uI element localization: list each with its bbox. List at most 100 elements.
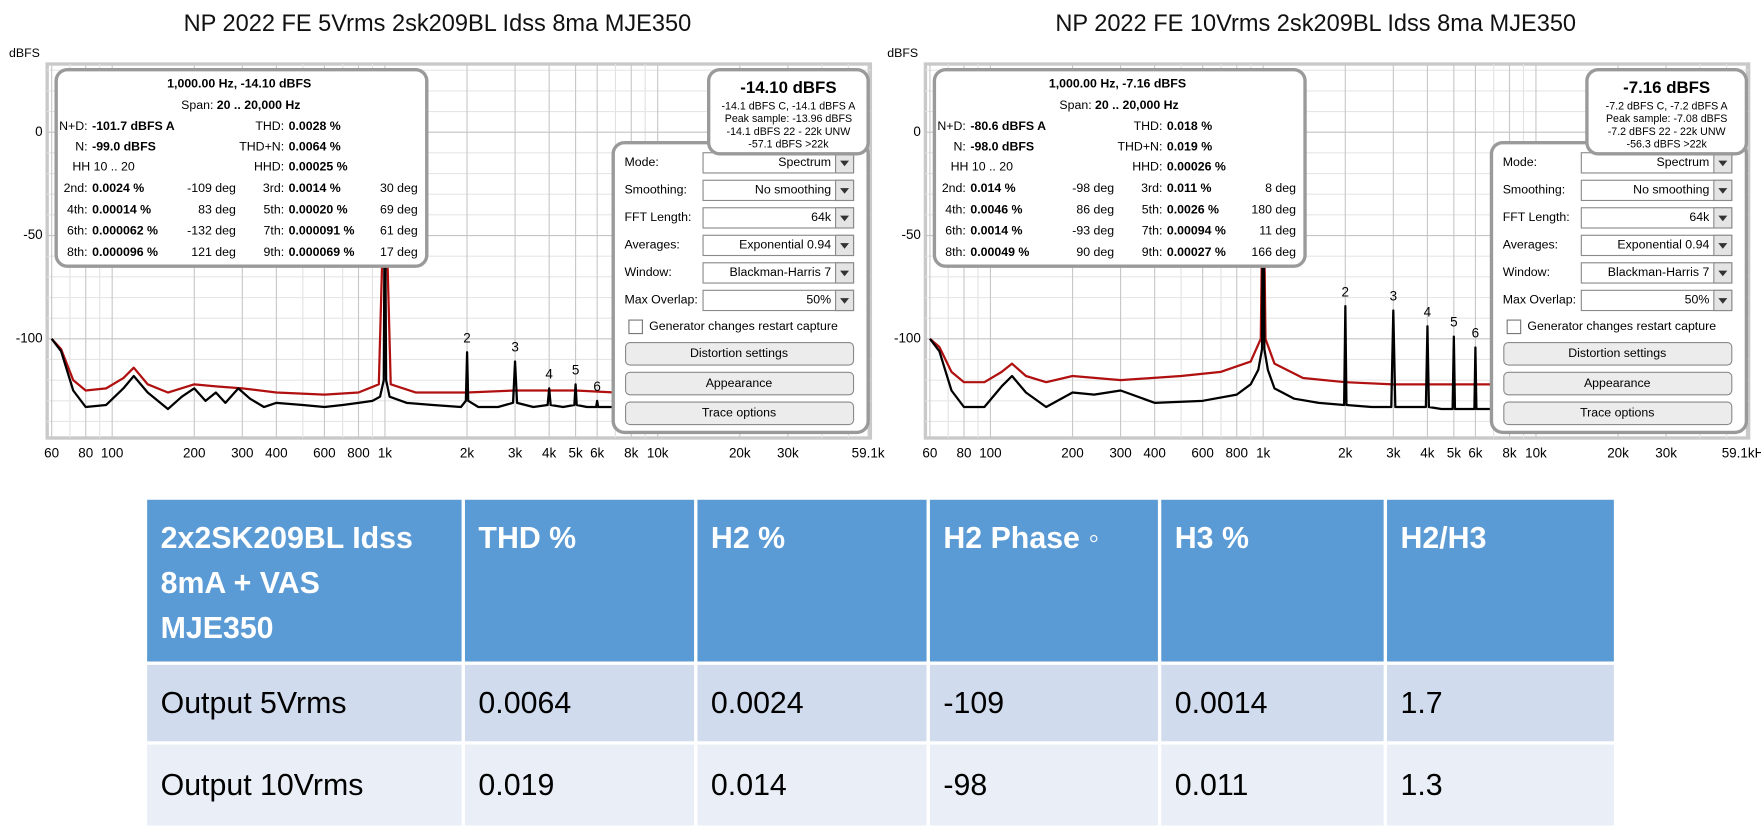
table-row: Output 10Vrms 0.019 0.014 -98 0.011 1.3	[143, 741, 1618, 829]
x-tick-label: 30k	[777, 445, 799, 460]
harmonic-stat: 0.000096 %	[92, 245, 158, 259]
field-label: Mode:	[624, 155, 658, 169]
harmonic-stat: 11 deg	[1259, 224, 1296, 238]
y-axis-label: dBFS	[9, 46, 40, 60]
x-tick-label: 2k	[460, 445, 474, 460]
x-tick-label: 5k	[568, 445, 582, 460]
dropdown-value: Spectrum	[1657, 155, 1710, 169]
level-main: -14.10 dBFS	[740, 78, 836, 97]
span-label: Span:	[1059, 98, 1091, 112]
dropdown-value: 50%	[806, 293, 831, 307]
button[interactable]	[624, 401, 855, 426]
field-label: Mode:	[1503, 155, 1537, 169]
header-text: H2 %	[710, 521, 786, 555]
stats-label: N:	[954, 139, 966, 153]
x-tick-label: 1k	[378, 445, 392, 460]
stats-label: HH 10 .. 20	[951, 160, 1014, 174]
field-label: Max Overlap:	[1503, 293, 1576, 307]
field-label: FFT Length:	[624, 210, 691, 224]
header-text: H2 Phase ◦	[943, 521, 1100, 555]
harmonic-label: 2	[463, 330, 471, 345]
harmonic-stat: -93 deg	[1072, 224, 1114, 238]
summary-table: 2x2SK209BL Idss 8mA + VAS MJE350 THD % H2 …	[143, 496, 1618, 829]
y-tick-label: -50	[901, 227, 920, 242]
dropdown-arrow	[840, 215, 850, 222]
y-tick-label: 0	[913, 124, 921, 139]
button-label: Trace options	[1580, 406, 1654, 420]
header-cell: 2x2SK209BL Idss 8mA + VAS MJE350	[143, 496, 465, 665]
button-label: Appearance	[706, 376, 773, 390]
y-axis-label: dBFS	[887, 46, 918, 60]
harmonic-stat: 5th:	[1142, 202, 1163, 216]
dropdown-arrow	[1718, 298, 1728, 304]
trace	[929, 145, 1494, 411]
dropdown-value: Exponential 0.94	[739, 238, 831, 252]
field-label: Window:	[1503, 265, 1550, 279]
dropdown-value: Exponential 0.94	[1617, 238, 1709, 252]
x-tick-label: 59.1kHz	[1722, 445, 1761, 460]
page: NP 2022 FE 5Vrms 2sk209BL Idss 8ma MJE35…	[8, 9, 1761, 829]
level-line: -7.2 dBFS 22 - 22k UNW	[1608, 126, 1727, 138]
button[interactable]	[1503, 341, 1733, 366]
table-cell: Output 10Vrms	[143, 741, 465, 829]
dropdown-value: Spectrum	[778, 155, 831, 169]
x-tick-label: 5k	[1447, 445, 1461, 460]
harmonic-stat: 0.00049 %	[970, 245, 1029, 259]
x-tick-label: 80	[78, 445, 93, 460]
harmonic-stat: 7th:	[264, 224, 285, 238]
table-cell: 0.0064	[461, 661, 698, 745]
table-cell: 0.014	[694, 741, 930, 829]
x-tick-label: 600	[313, 445, 335, 460]
stats-value: 0.018 %	[1167, 119, 1212, 133]
dropdown-arrow	[1718, 215, 1728, 222]
harmonic-stat: 166 deg	[1251, 245, 1296, 259]
harmonic-label: 5	[1450, 315, 1458, 330]
harmonic-stat: 69 deg	[380, 202, 418, 216]
dropdown-value: 64k	[811, 210, 832, 224]
button[interactable]	[1503, 401, 1733, 426]
x-tick-label: 1k	[1256, 445, 1270, 460]
header-cell: H2/H3	[1383, 496, 1618, 665]
harmonic-label: 2	[1342, 284, 1350, 299]
harmonic-label: 4	[545, 367, 553, 382]
dropdown-arrow	[1718, 188, 1728, 194]
harmonic-stat: 6th:	[67, 224, 88, 238]
dropdown-arrow	[840, 243, 850, 249]
x-tick-label: 200	[183, 445, 205, 460]
field-label: Window:	[624, 265, 671, 279]
button[interactable]	[624, 371, 855, 396]
trace	[929, 145, 1494, 386]
harmonic-stat: 2nd:	[64, 181, 88, 195]
x-tick-label: 600	[1191, 445, 1213, 460]
stats-value: 0.00026 %	[1167, 160, 1226, 174]
checkbox[interactable]	[628, 319, 643, 335]
harmonic-stat: 0.0014 %	[289, 181, 341, 195]
field-label: FFT Length:	[1503, 210, 1570, 224]
charts: NP 2022 FE 5Vrms 2sk209BL Idss 8ma MJE35…	[9, 10, 1761, 460]
table-row: Output 5Vrms 0.0064 0.0024 -109 0.0014 1.7	[143, 661, 1618, 745]
checkbox-label: Generator changes restart capture	[649, 319, 838, 333]
field-label: Smoothing:	[624, 183, 686, 197]
chart-title: NP 2022 FE 5Vrms 2sk209BL Idss 8ma MJE35…	[184, 10, 692, 36]
harmonic-label: 3	[1390, 289, 1397, 304]
harmonic-stat: 0.000069 %	[289, 245, 355, 259]
stats-label: N:	[75, 139, 87, 153]
checkbox[interactable]	[1506, 319, 1522, 335]
stats-label: HH 10 .. 20	[72, 160, 135, 174]
x-tick-label: 100	[101, 445, 123, 460]
button[interactable]	[1503, 371, 1733, 396]
button[interactable]	[624, 341, 855, 366]
level-panel	[706, 67, 870, 156]
x-tick-label: 20k	[1607, 445, 1629, 460]
checkbox-label: Generator changes restart capture	[1527, 319, 1716, 333]
x-tick-label: 10k	[1525, 445, 1547, 460]
y-tick-label: -100	[16, 330, 43, 345]
dropdown-value: 50%	[1685, 293, 1710, 307]
stats-label: THD+N:	[239, 139, 284, 153]
harmonic-stat: 8 deg	[1265, 181, 1296, 195]
stats-value: 0.0064 %	[289, 139, 341, 153]
chart-title: NP 2022 FE 10Vrms 2sk209BL Idss 8ma MJE3…	[1055, 10, 1576, 36]
dropdown-arrow	[1718, 243, 1728, 249]
harmonic-stat: 0.000062 %	[92, 224, 158, 238]
stage: NP 2022 FE 5Vrms 2sk209BL Idss 8ma MJE35…	[9, 10, 1761, 829]
